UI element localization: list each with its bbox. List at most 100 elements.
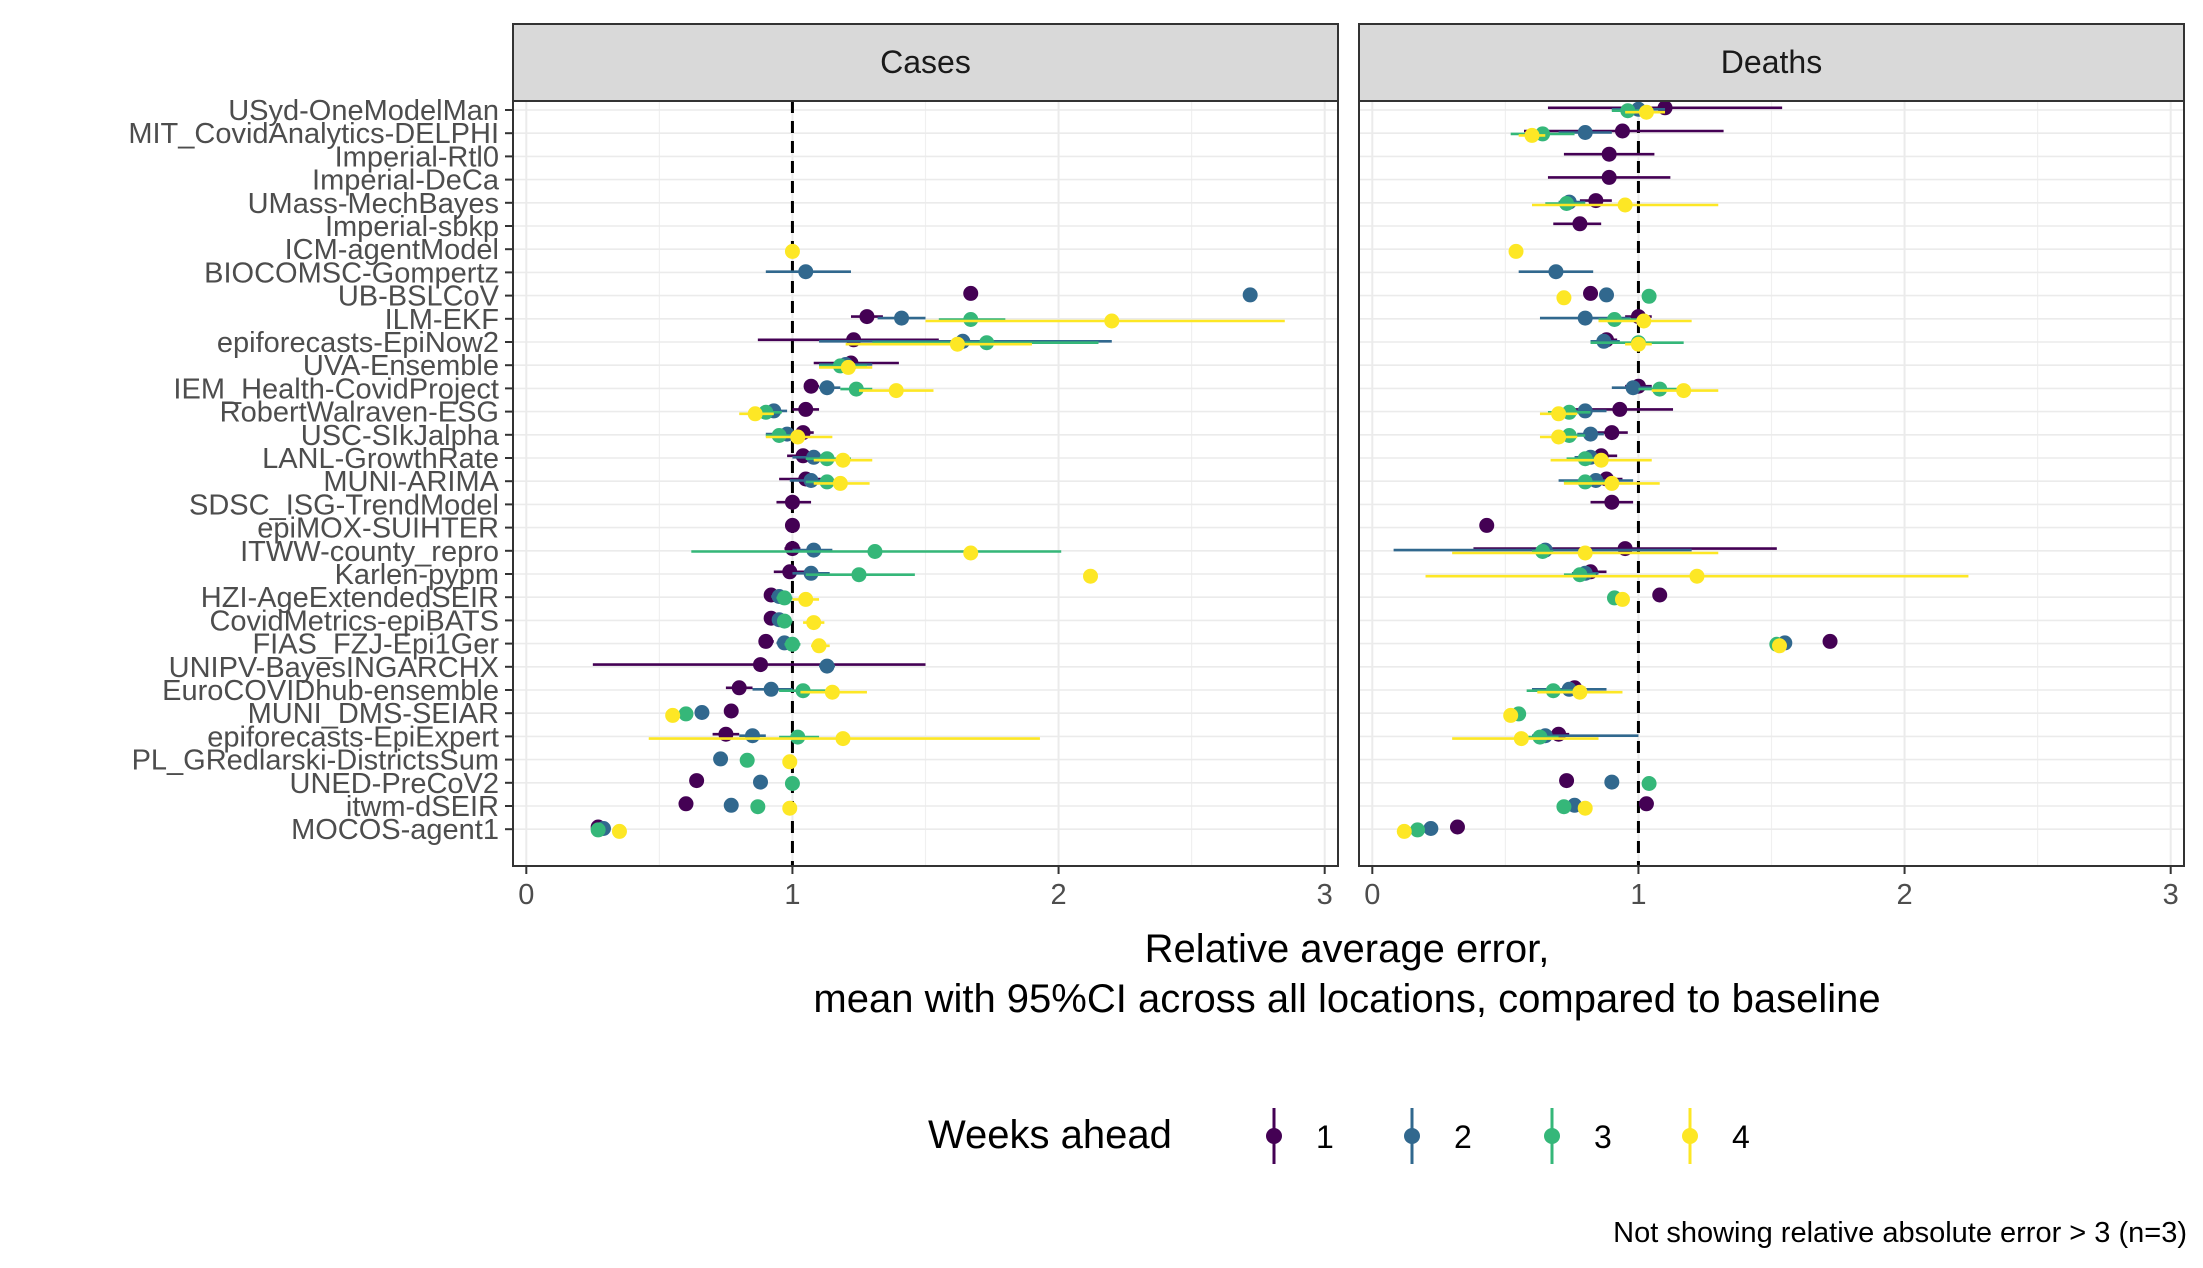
legend-key-point xyxy=(1404,1128,1420,1144)
mean-point xyxy=(731,680,747,696)
model-label: MUNI-ARIMA xyxy=(323,466,499,498)
mean-point xyxy=(590,822,606,838)
mean-point xyxy=(1545,683,1561,699)
mean-point xyxy=(1572,216,1588,232)
mean-point xyxy=(1556,799,1572,815)
x-tick-label: 1 xyxy=(784,879,800,911)
mean-point xyxy=(806,449,822,465)
mean-point xyxy=(819,451,835,467)
mean-point xyxy=(776,613,792,629)
mean-point xyxy=(784,636,800,652)
mean-point xyxy=(1620,103,1636,119)
mean-point xyxy=(1577,403,1593,419)
x-tick-label: 2 xyxy=(1896,879,1912,911)
mean-point xyxy=(1508,243,1524,259)
mean-point xyxy=(835,731,851,747)
mean-point xyxy=(1551,429,1567,445)
model-label: PL_GRedlarski-DistrictsSum xyxy=(132,745,499,777)
model-label: MUNI_DMS-SEIAR xyxy=(248,698,499,730)
legend-label: 1 xyxy=(1316,1119,1334,1155)
x-tick-label: 2 xyxy=(1050,879,1066,911)
mean-point xyxy=(1551,406,1567,422)
mean-point xyxy=(1614,591,1630,607)
mean-point xyxy=(784,494,800,510)
mean-point xyxy=(745,728,761,744)
model-labels: USyd-OneModelManMIT_CovidAnalytics-DELPH… xyxy=(128,95,513,846)
mean-point xyxy=(1513,731,1529,747)
mean-point xyxy=(1524,127,1540,143)
model-label: FIAS_FZJ-Epi1Ger xyxy=(252,629,499,661)
mean-point xyxy=(819,658,835,674)
model-label: ILM-EKF xyxy=(385,304,499,336)
mean-point xyxy=(784,517,800,533)
mean-point xyxy=(1548,264,1564,280)
mean-point xyxy=(963,312,979,327)
model-label: ICM-agentModel xyxy=(285,234,499,266)
mean-point xyxy=(1604,774,1620,790)
mean-point xyxy=(1652,381,1668,397)
panel-border xyxy=(1358,100,2185,867)
mean-point xyxy=(803,473,819,488)
mean-point xyxy=(1532,729,1548,745)
mean-point xyxy=(963,545,979,561)
mean-point xyxy=(840,359,856,375)
mean-point xyxy=(790,729,806,745)
x-axis-title-line1: Relative average error, xyxy=(1145,927,1550,971)
mean-point xyxy=(1641,776,1657,791)
mean-point xyxy=(1652,587,1668,603)
mean-point xyxy=(1689,568,1705,584)
mean-point xyxy=(1577,800,1593,816)
mean-point xyxy=(848,381,864,397)
mean-point xyxy=(1572,567,1588,583)
mean-point xyxy=(784,243,800,259)
mean-point xyxy=(1617,197,1633,213)
model-label: UMass-MechBayes xyxy=(248,188,499,220)
mean-point xyxy=(689,773,705,789)
mean-point xyxy=(1636,313,1652,329)
mean-point xyxy=(1612,401,1628,417)
mean-point xyxy=(1604,425,1620,441)
mean-point xyxy=(1614,123,1630,139)
mean-point xyxy=(776,590,792,606)
model-label: epiforecasts-EpiExpert xyxy=(207,721,499,753)
mean-point xyxy=(1593,452,1609,468)
mean-point xyxy=(963,285,979,301)
mean-point xyxy=(747,406,763,422)
mean-point xyxy=(1596,333,1612,349)
model-label: Karlen-pypm xyxy=(335,559,499,591)
legend-entry-2: 2 xyxy=(1404,1108,1472,1164)
mean-point xyxy=(782,754,798,770)
mean-point xyxy=(803,565,819,581)
mean-point xyxy=(1577,474,1593,490)
mean-point xyxy=(1577,451,1593,467)
legend-entry-1: 1 xyxy=(1266,1108,1334,1164)
x-tick-label: 1 xyxy=(1630,879,1646,911)
facet-strip xyxy=(512,23,1339,102)
facet-strip-label: Cases xyxy=(880,44,971,80)
facet-strip xyxy=(1358,23,2185,102)
x-tick-label: 0 xyxy=(518,879,534,911)
legend: Weeks ahead 1 2 3 4 xyxy=(928,1108,1750,1164)
facet-panels: Cases 0 1 2 3 Deaths 0 1 2 3 xyxy=(512,23,2185,911)
mean-point xyxy=(949,336,965,352)
mean-point xyxy=(1083,568,1098,584)
data-marks xyxy=(590,243,1285,839)
mean-point xyxy=(1559,196,1575,211)
mean-point xyxy=(1604,475,1620,491)
mean-point xyxy=(1771,638,1787,654)
mean-point xyxy=(782,564,798,580)
mean-point xyxy=(678,796,694,812)
mean-point xyxy=(739,752,755,768)
mean-point xyxy=(1577,125,1593,140)
mean-point xyxy=(790,429,806,445)
mean-point xyxy=(665,707,681,723)
mean-point xyxy=(806,615,822,631)
mean-point xyxy=(803,378,819,394)
model-label: UNIPV-BayesINGARCHX xyxy=(169,652,499,684)
model-label: UNED-PreCoV2 xyxy=(290,768,500,800)
x-tick-label: 3 xyxy=(2163,879,2179,911)
model-label: UB-BSLCoV xyxy=(338,281,500,313)
mean-point xyxy=(1604,494,1620,510)
mean-point xyxy=(819,380,835,396)
legend-label: 3 xyxy=(1594,1119,1612,1155)
